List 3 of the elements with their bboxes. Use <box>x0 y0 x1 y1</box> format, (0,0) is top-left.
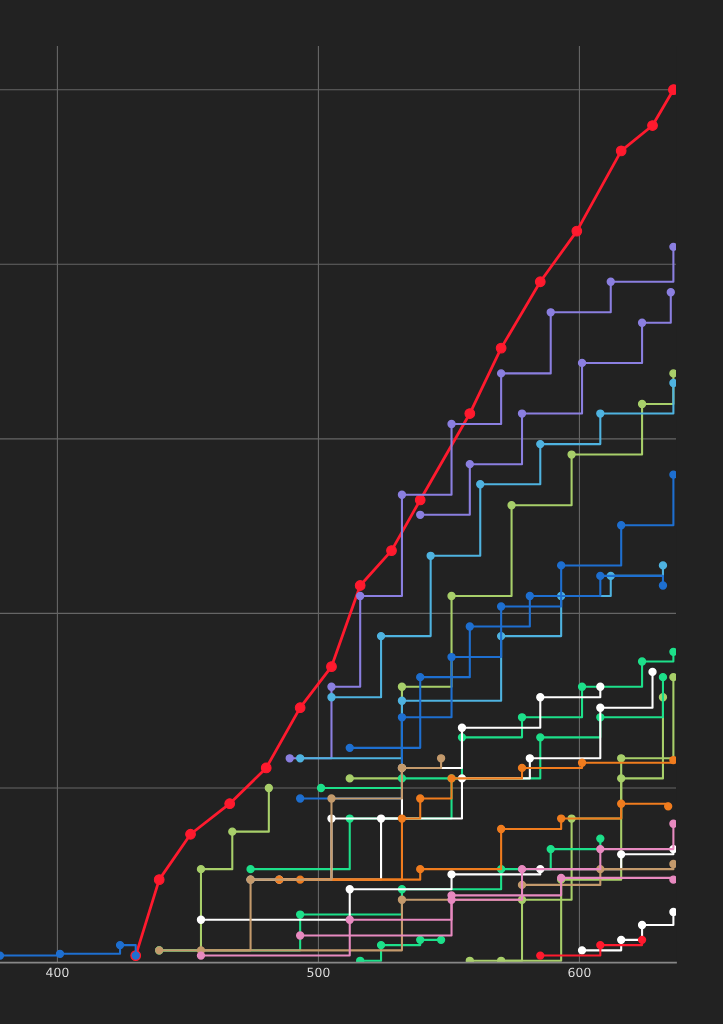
x-tick-label: 500 <box>307 967 330 978</box>
x-tick-label: 400 <box>46 967 69 978</box>
x-tick-label: 600 <box>568 967 591 978</box>
